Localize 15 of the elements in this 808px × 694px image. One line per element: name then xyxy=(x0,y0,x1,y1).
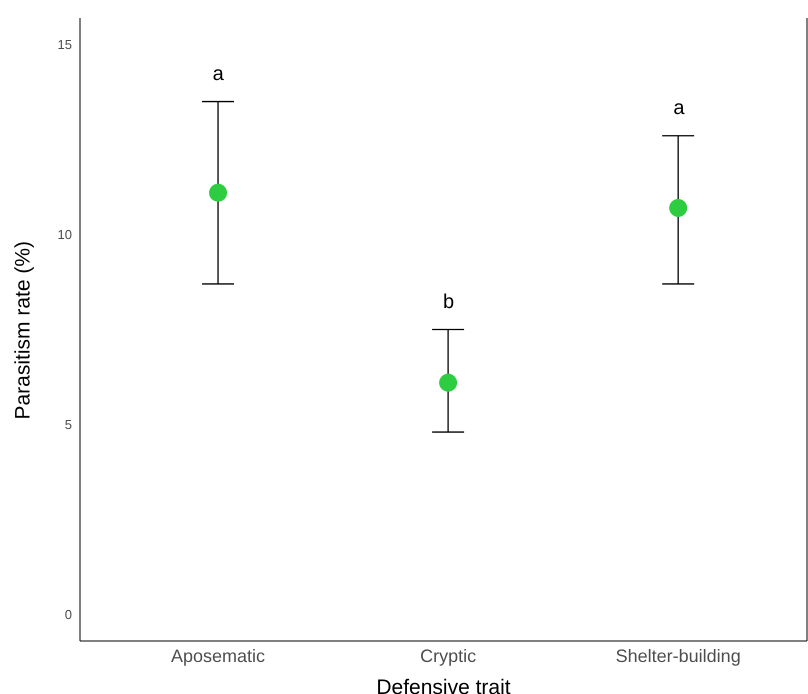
y-tick-label: 15 xyxy=(58,37,72,52)
point xyxy=(439,374,458,392)
x-tick-label: Aposematic xyxy=(171,646,266,666)
y-tick-label: 5 xyxy=(64,417,72,432)
x-tick-label: Cryptic xyxy=(420,646,476,666)
y-tick-label: 0 xyxy=(64,607,72,622)
annotation: a xyxy=(212,62,225,86)
x-axis-title: Defensive trait xyxy=(376,676,511,694)
annotation: b xyxy=(442,290,456,314)
y-axis-title: Parasitism rate (%) xyxy=(11,240,34,420)
annotation: a xyxy=(672,96,686,120)
x-tick-label: Shelter-building xyxy=(616,646,741,666)
point xyxy=(209,184,228,202)
point xyxy=(669,198,688,217)
y-tick-label: 10 xyxy=(58,227,72,242)
